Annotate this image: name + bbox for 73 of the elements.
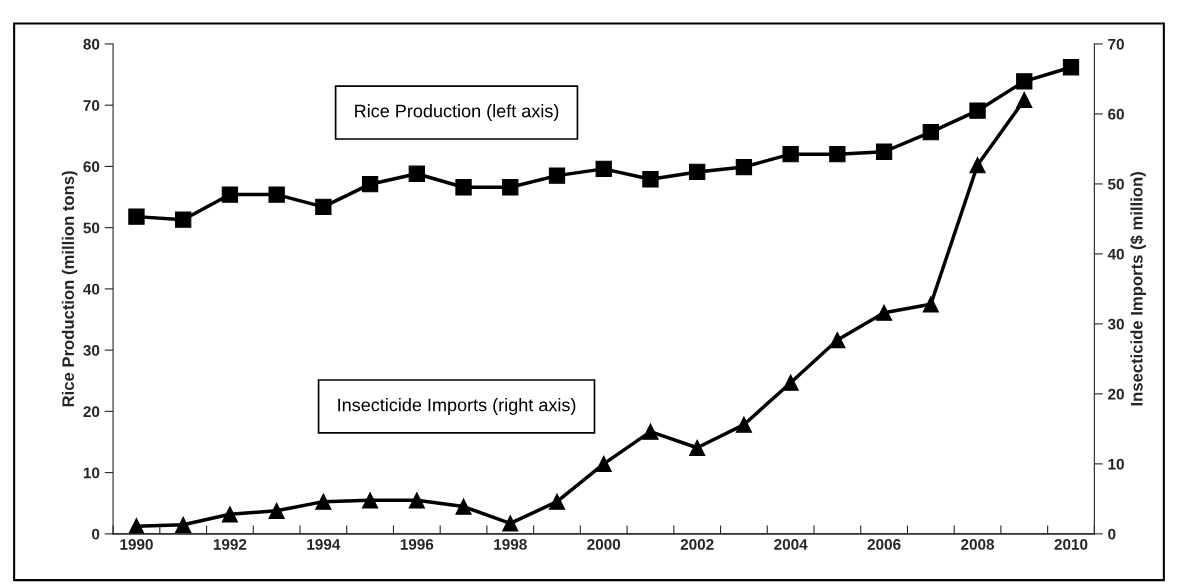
x-tick-label: 1990 xyxy=(120,538,153,550)
point xyxy=(128,208,145,225)
point xyxy=(969,102,986,119)
y-tick-label: 30 xyxy=(83,345,100,356)
y-tick-label: 60 xyxy=(83,161,100,173)
x-tick-label: 1998 xyxy=(494,538,527,550)
y-tick-label: 70 xyxy=(83,100,100,111)
y2-tick-label: 40 xyxy=(1107,248,1124,260)
point xyxy=(829,146,846,163)
point xyxy=(408,492,425,509)
x-tick-label: 2002 xyxy=(680,538,714,550)
point xyxy=(455,498,472,515)
point xyxy=(221,506,239,523)
x-tick-label: 1992 xyxy=(213,538,247,550)
point xyxy=(922,123,939,141)
point xyxy=(361,176,379,193)
y2-axis-title: Insecticide Imports ($ million) xyxy=(1130,172,1146,406)
point xyxy=(875,143,893,160)
point xyxy=(829,331,846,349)
point xyxy=(1016,91,1033,109)
y2-tick-label: 70 xyxy=(1108,38,1124,50)
y-tick-label: 50 xyxy=(83,222,100,234)
y-tick-label: 0 xyxy=(92,528,100,540)
y-tick-label: 20 xyxy=(83,406,100,418)
x-tick-label: 2006 xyxy=(867,538,901,550)
point xyxy=(502,515,519,532)
y2-tick-label: 60 xyxy=(1108,108,1124,120)
point xyxy=(315,493,332,510)
point xyxy=(548,167,566,184)
point xyxy=(735,158,753,176)
point xyxy=(361,492,379,509)
point xyxy=(315,198,332,215)
point xyxy=(128,517,145,534)
point xyxy=(595,160,612,178)
y2-tick-label: 30 xyxy=(1107,318,1124,330)
text: Insecticide Imports (right axis) xyxy=(338,398,576,415)
point xyxy=(595,455,612,473)
point xyxy=(782,146,799,163)
point xyxy=(782,374,799,391)
point xyxy=(1062,59,1080,76)
x-tick-label: 2000 xyxy=(587,538,621,550)
point xyxy=(689,163,706,181)
x-tick-label: 1996 xyxy=(400,538,434,550)
point xyxy=(642,423,659,440)
y-tick-label: 40 xyxy=(83,283,100,295)
point xyxy=(1016,73,1033,90)
y2-tick-label: 50 xyxy=(1108,178,1124,190)
x-tick-label: 1994 xyxy=(307,538,341,550)
y2-tick-label: 0 xyxy=(1108,528,1116,540)
point xyxy=(875,304,893,321)
point xyxy=(175,211,192,228)
point xyxy=(689,439,706,456)
y2-tick-label: 20 xyxy=(1108,388,1124,400)
y-tick-label: 10 xyxy=(83,467,100,479)
point xyxy=(502,179,519,196)
y-axis-title: Rice Production (million tons) xyxy=(61,171,78,407)
point xyxy=(268,186,285,203)
point xyxy=(548,493,566,510)
x-tick-label: 2008 xyxy=(961,538,995,550)
text: Rice Production (left axis) xyxy=(355,104,559,121)
point xyxy=(175,516,192,533)
point xyxy=(268,502,285,519)
x-tick-label: 2004 xyxy=(774,538,808,550)
point xyxy=(221,186,239,203)
point xyxy=(969,156,986,174)
point xyxy=(408,165,425,182)
x-tick-label: 2010 xyxy=(1054,538,1088,550)
point xyxy=(642,171,659,188)
y-tick-label: 80 xyxy=(83,38,100,50)
point xyxy=(455,179,472,196)
point xyxy=(735,416,753,433)
point xyxy=(922,296,939,313)
y2-tick-label: 10 xyxy=(1108,458,1124,470)
